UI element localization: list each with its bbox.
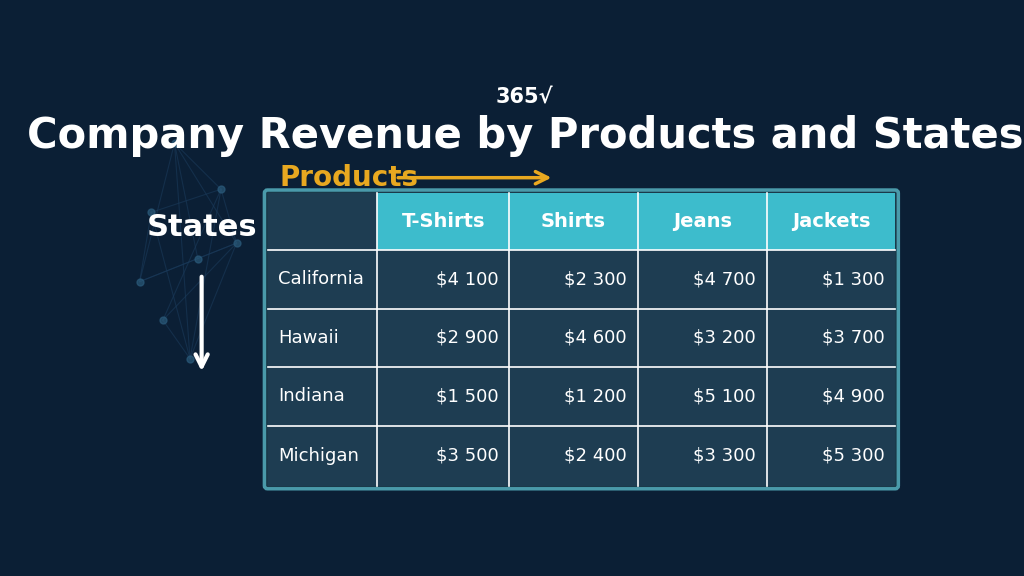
Text: $2 900: $2 900: [435, 329, 499, 347]
Bar: [767, 250, 895, 309]
Bar: [378, 309, 509, 367]
Bar: [767, 193, 895, 250]
Text: Michigan: Michigan: [279, 447, 359, 465]
Bar: [638, 367, 767, 426]
Text: $1 200: $1 200: [564, 388, 627, 406]
Text: 365√: 365√: [496, 88, 554, 108]
Bar: [509, 193, 638, 250]
Bar: [509, 250, 638, 309]
Bar: [267, 309, 378, 367]
Bar: [767, 367, 895, 426]
Text: T-Shirts: T-Shirts: [401, 212, 485, 231]
Text: $4 700: $4 700: [693, 270, 756, 289]
Text: $3 700: $3 700: [821, 329, 885, 347]
FancyBboxPatch shape: [264, 190, 898, 489]
Text: $3 500: $3 500: [435, 447, 499, 465]
Text: States: States: [146, 213, 257, 242]
Text: $3 200: $3 200: [693, 329, 756, 347]
Text: California: California: [279, 270, 365, 289]
Text: Jeans: Jeans: [673, 212, 732, 231]
Text: $5 300: $5 300: [821, 447, 885, 465]
Bar: [378, 367, 509, 426]
Bar: [267, 367, 378, 426]
Text: $3 300: $3 300: [693, 447, 756, 465]
Bar: [638, 426, 767, 486]
Text: Shirts: Shirts: [541, 212, 606, 231]
Bar: [638, 193, 767, 250]
Text: Products: Products: [280, 164, 418, 192]
Bar: [267, 250, 378, 309]
Bar: [378, 193, 509, 250]
Text: $4 100: $4 100: [435, 270, 499, 289]
Text: Jackets: Jackets: [792, 212, 870, 231]
Bar: [509, 426, 638, 486]
Bar: [267, 193, 378, 250]
Text: Indiana: Indiana: [279, 388, 345, 406]
Bar: [267, 426, 378, 486]
Bar: [767, 426, 895, 486]
Text: Company Revenue by Products and States: Company Revenue by Products and States: [27, 115, 1023, 157]
Bar: [378, 426, 509, 486]
Bar: [638, 309, 767, 367]
Text: $4 900: $4 900: [821, 388, 885, 406]
Text: $2 400: $2 400: [564, 447, 627, 465]
Text: $4 600: $4 600: [564, 329, 627, 347]
Bar: [509, 367, 638, 426]
Text: $1 300: $1 300: [822, 270, 885, 289]
Text: $2 300: $2 300: [564, 270, 627, 289]
Text: $5 100: $5 100: [693, 388, 756, 406]
Text: Hawaii: Hawaii: [279, 329, 339, 347]
Bar: [378, 250, 509, 309]
Text: $1 500: $1 500: [435, 388, 499, 406]
Bar: [767, 309, 895, 367]
Bar: [509, 309, 638, 367]
Bar: [638, 250, 767, 309]
